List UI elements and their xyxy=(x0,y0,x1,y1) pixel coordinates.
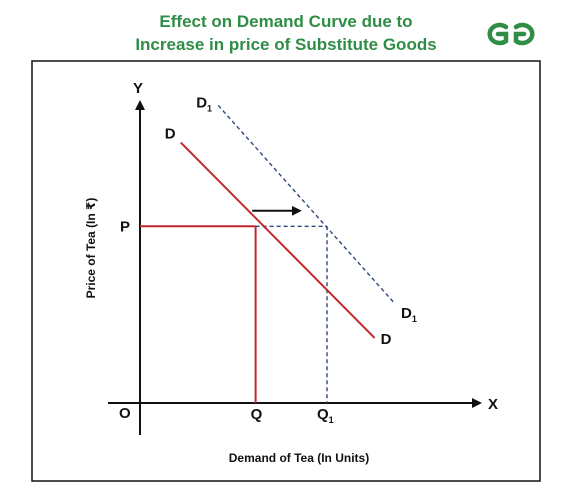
y-axis-title: Price of Tea (In ₹) xyxy=(84,198,98,299)
curve-d-label-top: D xyxy=(165,126,176,143)
qty1-label-sub: 1 xyxy=(329,415,334,425)
x-axis-title: Demand of Tea (In Units) xyxy=(229,451,369,465)
qty-label-q: Q xyxy=(251,406,263,423)
x-axis-letter: X xyxy=(488,396,498,413)
curve-d-label-bottom: D xyxy=(381,331,392,348)
gfg-logo-icon xyxy=(487,22,535,46)
curve-d1-bottom-sub: 1 xyxy=(412,314,417,324)
curve-d1-label-top: D1 xyxy=(196,94,212,113)
demand-curve-d1 xyxy=(217,104,396,305)
curve-d1-top-sub: 1 xyxy=(207,103,212,113)
origin-label: O xyxy=(119,405,131,422)
qty1-label: Q1 xyxy=(317,406,334,425)
curve-d1-bottom-main: D xyxy=(401,305,412,322)
chart-title: Effect on Demand Curve due to Increase i… xyxy=(0,10,572,56)
chart-title-line-2: Increase in price of Substitute Goods xyxy=(135,35,437,54)
curve-d1-label-bottom: D1 xyxy=(401,305,417,324)
curve-d1-top-main: D xyxy=(196,94,207,111)
chart-frame xyxy=(31,60,541,482)
demand-curve-d xyxy=(180,141,376,339)
chart-title-line-1: Effect on Demand Curve due to xyxy=(159,12,413,31)
qty1-label-main: Q xyxy=(317,406,329,423)
price-label-p: P xyxy=(120,218,130,235)
y-axis-letter: Y xyxy=(133,80,143,97)
